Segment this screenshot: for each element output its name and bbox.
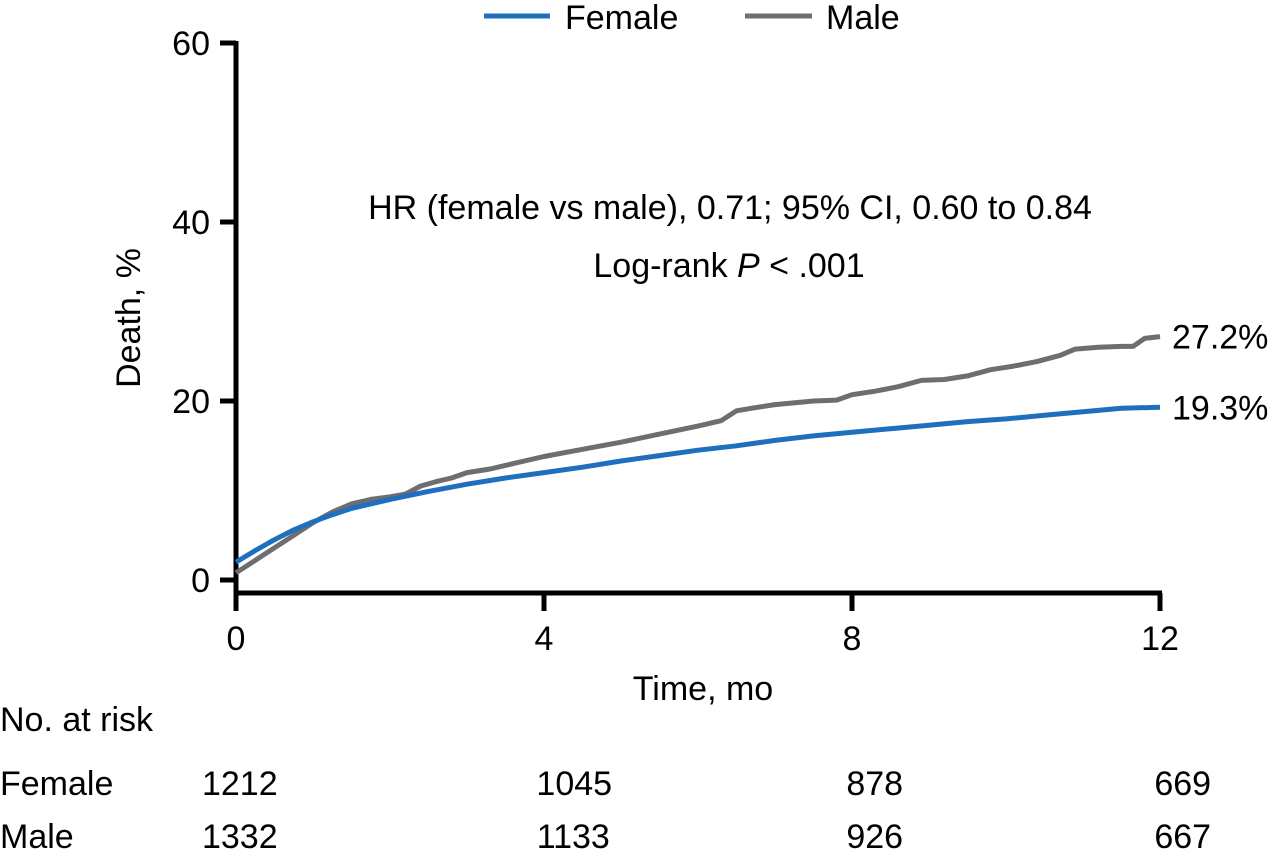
risk-row-label: Male xyxy=(0,818,74,856)
risk-count: 1332 xyxy=(201,818,278,856)
legend-label-male: Male xyxy=(826,0,900,37)
y-tick-label: 20 xyxy=(172,383,210,421)
logrank-annotation: Log-rank P < .001 xyxy=(593,247,864,285)
logrank-suffix: < .001 xyxy=(760,247,865,285)
hr-annotation: HR (female vs male), 0.71; 95% CI, 0.60 … xyxy=(368,189,1092,227)
x-axis-ticks: 0 4 8 12 xyxy=(227,593,1179,658)
logrank-p: P xyxy=(737,247,760,285)
risk-count: 669 xyxy=(1154,765,1212,803)
risk-table-title: No. at risk xyxy=(0,701,154,739)
risk-count: 878 xyxy=(846,765,904,803)
end-label-female: 19.3% xyxy=(1172,389,1268,427)
x-tick-label: 0 xyxy=(227,620,246,658)
risk-count: 1045 xyxy=(536,765,613,803)
risk-row-label: Female xyxy=(0,765,114,803)
series-layer xyxy=(234,334,1161,575)
y-tick-label: 60 xyxy=(172,25,210,63)
x-tick-label: 4 xyxy=(535,620,554,658)
y-tick-label: 40 xyxy=(172,204,210,242)
y-axis-ticks: 0 20 40 60 xyxy=(172,25,236,600)
risk-count: 1212 xyxy=(201,765,278,803)
x-axis-label: Time, mo xyxy=(633,670,773,708)
risk-count: 926 xyxy=(846,818,904,856)
y-tick-label: 0 xyxy=(191,562,210,600)
end-label-male: 27.2% xyxy=(1172,319,1268,357)
logrank-prefix: Log-rank xyxy=(593,247,737,285)
series-line-male xyxy=(234,334,1161,575)
x-tick-label: 12 xyxy=(1141,620,1179,658)
legend-label-female: Female xyxy=(565,0,678,37)
legend: Female Male xyxy=(484,0,900,37)
risk-count: 667 xyxy=(1154,818,1212,856)
risk-count: 1133 xyxy=(536,818,610,856)
y-axis-label: Death, % xyxy=(110,248,148,388)
series-line-female xyxy=(234,404,1161,565)
x-tick-label: 8 xyxy=(843,620,862,658)
